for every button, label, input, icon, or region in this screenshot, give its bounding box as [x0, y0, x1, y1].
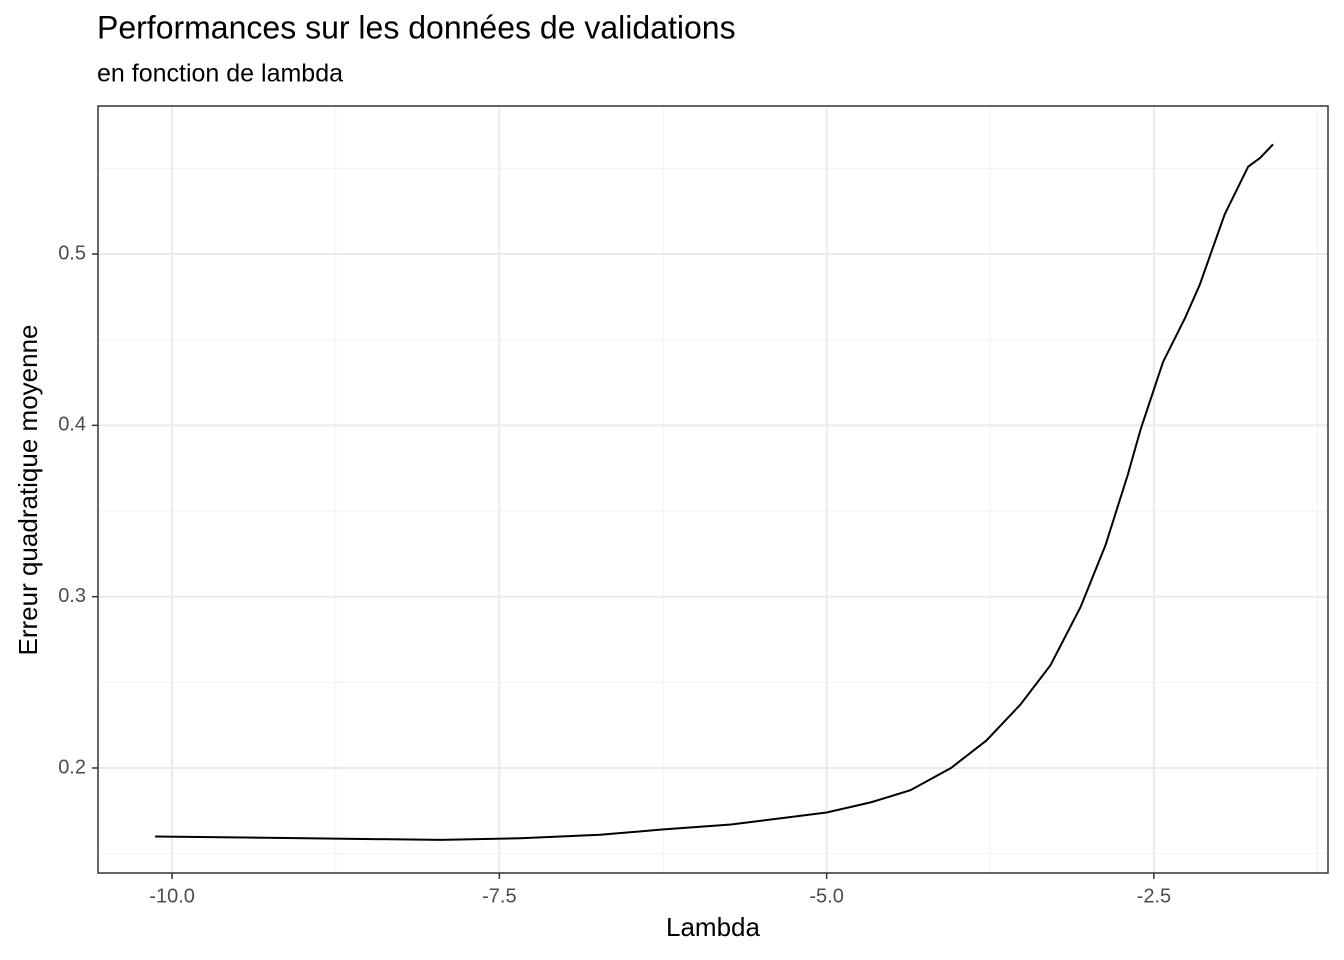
line: [155, 143, 1274, 841]
y-tick-label: 0.5: [58, 242, 86, 264]
plot-background: [98, 106, 1328, 873]
x-tick-label: -10.0: [149, 885, 195, 907]
chart-title: Performances sur les données de validati…: [97, 9, 736, 45]
y-tick-label: 0.4: [58, 414, 86, 436]
y-tick-label: 0.3: [58, 585, 86, 607]
chart-subtitle: en fonction de lambda: [97, 60, 343, 88]
panel-border: [97, 105, 1329, 874]
x-tick-label: -5.0: [809, 885, 843, 907]
x-tick-label: -7.5: [482, 885, 516, 907]
x-axis-label: Lambda: [666, 912, 760, 942]
x-tick-label: -2.5: [1137, 885, 1171, 907]
y-axis-label: Erreur quadratique moyenne: [13, 325, 43, 656]
y-tick-label: 0.2: [58, 756, 86, 778]
